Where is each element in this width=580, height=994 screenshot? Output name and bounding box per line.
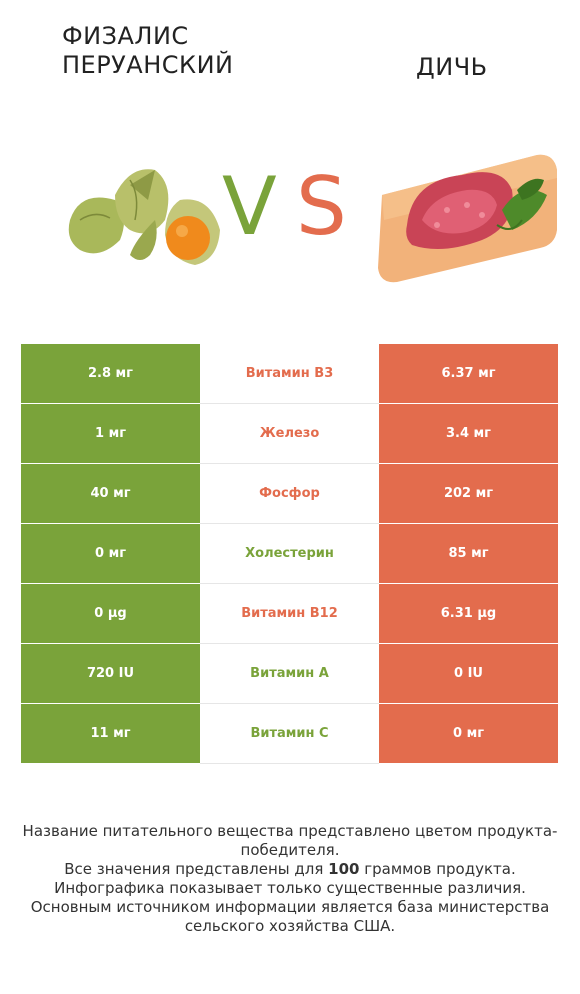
right-value: 0 мг <box>379 703 558 764</box>
vs-v-letter: V <box>222 160 277 253</box>
left-value: 0 µg <box>21 583 200 644</box>
nutrient-name: Витамин C <box>200 703 379 764</box>
right-value: 6.31 µg <box>379 583 558 644</box>
left-value: 0 мг <box>21 523 200 584</box>
nutrient-name: Фосфор <box>200 463 379 524</box>
nutrient-name: Витамин B3 <box>200 344 379 404</box>
vs-s-letter: S <box>296 160 347 253</box>
footnote-line-3: Инфографика показывает только существенн… <box>54 879 526 897</box>
table-row: 0 мг Холестерин 85 мг <box>21 523 558 584</box>
footnote-line-1: Название питательного вещества представл… <box>22 822 558 859</box>
right-food-title: ДИЧЬ <box>416 53 488 81</box>
table-row: 40 мг Фосфор 202 мг <box>21 463 558 524</box>
table-row: 2.8 мг Витамин B3 6.37 мг <box>21 344 558 404</box>
right-value: 3.4 мг <box>379 403 558 464</box>
comparison-table: 2.8 мг Витамин B3 6.37 мг 1 мг Железо 3.4 мг 4… <box>21 344 558 764</box>
right-value: 85 мг <box>379 523 558 584</box>
right-value: 202 мг <box>379 463 558 524</box>
table-row: 0 µg Витамин B12 6.31 µg <box>21 583 558 644</box>
left-food-title: ФИЗАЛИС ПЕРУАНСКИЙ <box>62 22 234 79</box>
nutrient-name: Железо <box>200 403 379 464</box>
nutrient-name: Витамин А <box>200 643 379 704</box>
game-meat-image <box>378 154 557 283</box>
nutrient-name: Витамин B12 <box>200 583 379 644</box>
table-row: 1 мг Железо 3.4 мг <box>21 403 558 464</box>
left-value: 40 мг <box>21 463 200 524</box>
left-value: 2.8 мг <box>21 344 200 404</box>
left-value: 11 мг <box>21 703 200 764</box>
footnote: Название питательного вещества представл… <box>20 822 560 936</box>
footnote-line-4: Основным источником информации является … <box>30 898 550 935</box>
right-value: 6.37 мг <box>379 344 558 404</box>
nutrient-name: Холестерин <box>200 523 379 584</box>
left-value: 1 мг <box>21 403 200 464</box>
right-value: 0 IU <box>379 643 558 704</box>
physalis-image <box>68 169 220 265</box>
footnote-line-2: Все значения представлены для 100 граммо… <box>64 860 516 878</box>
left-value: 720 IU <box>21 643 200 704</box>
